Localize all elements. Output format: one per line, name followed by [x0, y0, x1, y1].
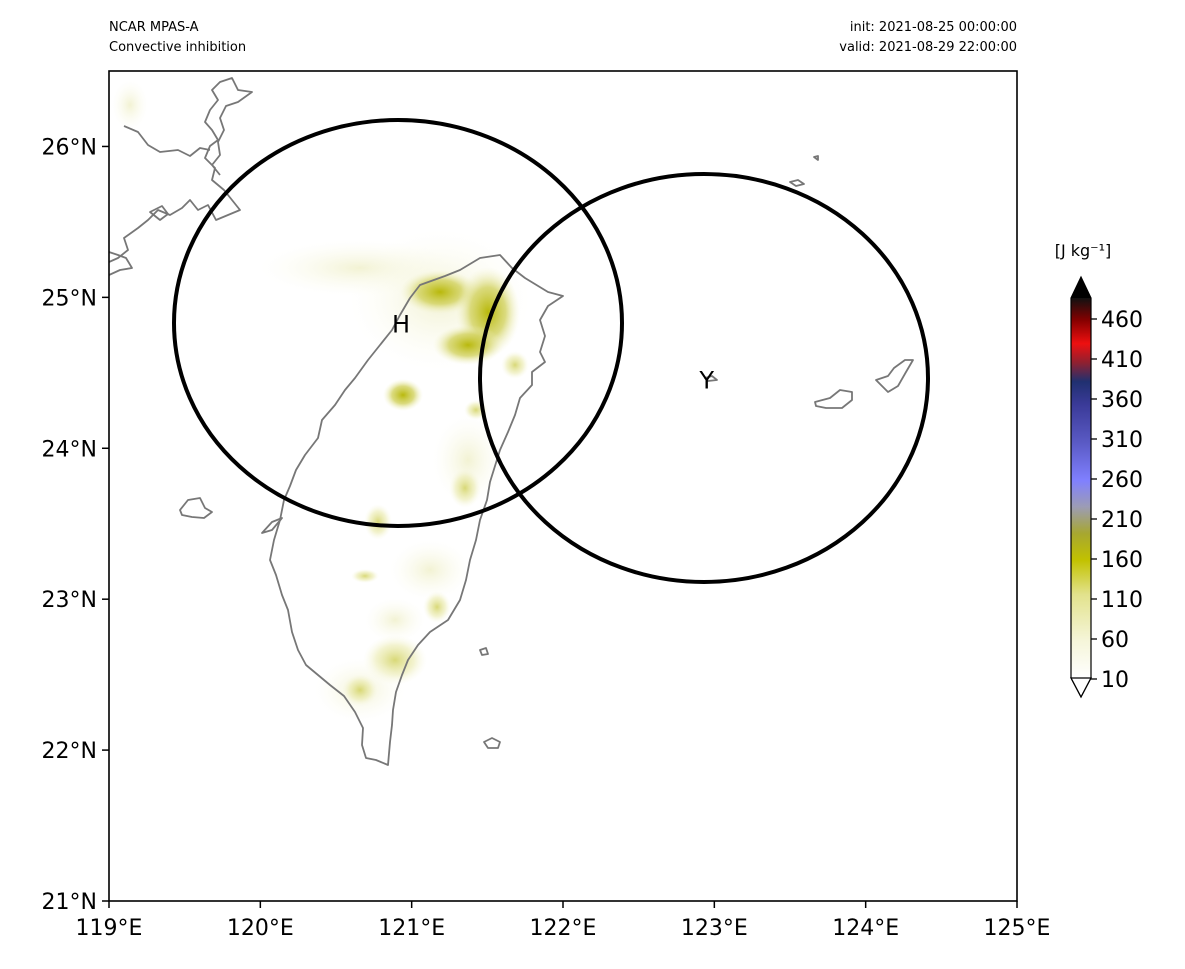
lon-tick-label: 122°E	[530, 916, 597, 941]
fujian-coast	[109, 251, 133, 276]
lat-tick-label: 21°N	[42, 890, 97, 915]
lon-tick-label: 125°E	[984, 916, 1051, 941]
colorbar: [J kg⁻¹] 10 60 110 160 210 260 310 360 410 460	[1055, 241, 1143, 699]
lon-tick-label: 121°E	[378, 916, 445, 941]
marker-h: H	[392, 311, 410, 339]
colorbar-tick-label: 260	[1101, 468, 1143, 493]
header-right: init: 2021-08-25 00:00:00 valid: 2021-08…	[839, 18, 1017, 58]
colorbar-tick-label: 10	[1101, 668, 1129, 693]
lat-axis: 21°N 22°N 23°N 24°N 25°N 26°N	[42, 135, 109, 915]
colorbar-fill	[1071, 298, 1091, 678]
lat-tick-label: 23°N	[42, 588, 97, 613]
lon-tick-label: 119°E	[76, 916, 143, 941]
cin-field	[112, 80, 530, 722]
lat-tick-label: 22°N	[42, 739, 97, 764]
field-label: Convective inhibition	[109, 40, 247, 55]
colorbar-tick-label: 60	[1101, 628, 1129, 653]
colorbar-tick-label: 460	[1101, 308, 1143, 333]
lat-tick-label: 25°N	[42, 286, 97, 311]
lat-tick-label: 26°N	[42, 135, 97, 160]
header-left: NCAR MPAS-A Convective inhibition	[109, 18, 246, 58]
model-label: NCAR MPAS-A	[109, 20, 199, 35]
miyako-coastline	[875, 359, 914, 393]
senkaku-coastline	[789, 179, 805, 187]
lanyu-coastline	[483, 737, 501, 749]
penghu-islet	[261, 517, 283, 534]
init-time: init: 2021-08-25 00:00:00	[849, 20, 1017, 35]
colorbar-max-extend	[1071, 277, 1091, 298]
lon-axis: 119°E 120°E 121°E 122°E 123°E 124°E 125°E	[76, 901, 1051, 941]
colorbar-tick-label: 410	[1101, 348, 1143, 373]
penghu-coastline	[179, 497, 213, 519]
greenisland-coastline	[479, 647, 489, 656]
radius-circle-y	[478, 172, 930, 584]
coastlines	[109, 77, 914, 766]
colorbar-outline	[1070, 275, 1092, 699]
colorbar-tick-label: 160	[1101, 548, 1143, 573]
radius-circles	[172, 118, 930, 584]
colorbar-tick-label: 310	[1101, 428, 1143, 453]
colorbar-tick-label: 110	[1101, 588, 1143, 613]
colorbar-ticks: 10 60 110 160 210 260 310 360 410 460	[1091, 308, 1143, 693]
plot-area: H Y	[109, 71, 1017, 901]
colorbar-tick-label: 360	[1101, 388, 1143, 413]
ishigaki-coastline	[814, 389, 853, 409]
xiamen-coast	[149, 205, 169, 221]
radius-circle-h	[172, 118, 624, 528]
lon-tick-label: 123°E	[681, 916, 748, 941]
islet-coastline	[813, 155, 819, 161]
yonaguni-coastline	[704, 375, 718, 382]
colorbar-min-extend	[1070, 677, 1092, 699]
colorbar-tick-label: 210	[1101, 508, 1143, 533]
lon-tick-label: 124°E	[832, 916, 899, 941]
mainland-coastline	[109, 77, 253, 263]
taiwan-coastline	[269, 254, 564, 766]
mainland-bays	[123, 125, 211, 157]
marker-y: Y	[698, 366, 714, 394]
lat-tick-label: 24°N	[42, 437, 97, 462]
valid-time: valid: 2021-08-29 22:00:00	[839, 40, 1017, 55]
colorbar-unit: [J kg⁻¹]	[1055, 241, 1112, 260]
lon-tick-label: 120°E	[227, 916, 294, 941]
